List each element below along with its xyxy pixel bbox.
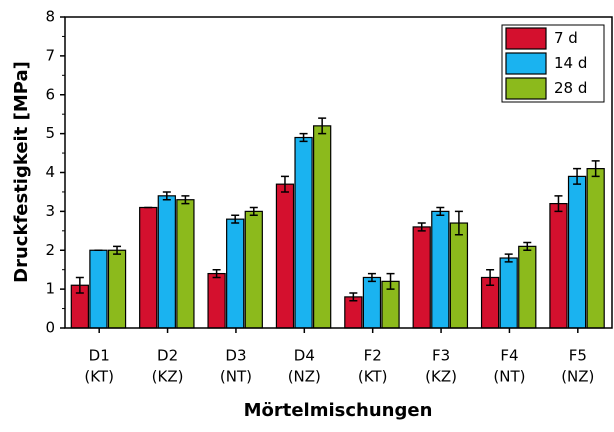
x-tick-label: D4	[294, 347, 315, 365]
error-bar	[113, 245, 122, 255]
x-tick-label: F4	[500, 347, 518, 365]
x-tick-label: (NZ)	[288, 368, 321, 386]
y-tick-label: 5	[45, 124, 55, 142]
x-tick-label: (NT)	[493, 368, 525, 386]
x-tick-label: (KZ)	[152, 368, 184, 386]
error-bar	[386, 272, 395, 290]
error-bar	[367, 272, 376, 283]
bar	[107, 249, 127, 329]
x-tick-label: F2	[364, 347, 382, 365]
error-bar	[349, 292, 358, 302]
bar	[344, 296, 363, 329]
legend-swatch	[505, 27, 547, 50]
plot-frame	[64, 16, 613, 329]
error-bar	[454, 210, 463, 236]
bar	[567, 175, 587, 329]
error-bar	[249, 206, 258, 217]
error-bar	[523, 241, 532, 251]
bar	[226, 218, 245, 329]
legend-label: 14 d	[554, 54, 587, 72]
error-bar	[212, 268, 221, 279]
legend-swatch	[505, 77, 547, 100]
error-bar	[299, 132, 308, 143]
bar	[449, 222, 469, 329]
bar	[207, 272, 226, 329]
error-bar	[318, 117, 327, 135]
error-bar	[486, 268, 495, 286]
y-tick-label: 3	[45, 202, 55, 220]
error-bar	[162, 191, 171, 201]
bar	[431, 210, 450, 329]
y-tick-label: 0	[45, 319, 55, 337]
bar	[313, 125, 332, 329]
x-tick-label: D2	[157, 347, 178, 365]
bar	[157, 195, 176, 329]
error-bar	[231, 214, 240, 224]
bar	[176, 199, 195, 329]
x-tick-label: D3	[225, 347, 246, 365]
legend-label: 7 d	[554, 29, 578, 47]
x-tick-label: (NZ)	[561, 368, 594, 386]
error-bar	[504, 253, 513, 263]
error-bar	[417, 222, 426, 232]
x-tick-label: F3	[432, 347, 450, 365]
bar	[294, 136, 313, 329]
bar	[412, 226, 431, 329]
error-bar	[436, 206, 445, 217]
bar	[499, 257, 518, 329]
y-tick-label: 7	[45, 46, 55, 64]
error-bar	[280, 175, 289, 193]
error-bar	[75, 276, 84, 294]
error-bar	[591, 160, 600, 178]
x-tick-label: (NT)	[220, 368, 252, 386]
x-tick-label: D1	[89, 347, 110, 365]
y-tick-label: 2	[45, 241, 55, 259]
x-tick-label: (KT)	[84, 368, 114, 386]
y-tick-label: 4	[45, 163, 55, 181]
error-bar	[554, 195, 563, 213]
x-tick-label: F5	[569, 347, 587, 365]
legend-label: 28 d	[554, 79, 587, 97]
y-tick-label: 1	[45, 280, 55, 298]
bar	[89, 249, 108, 329]
bar	[586, 168, 605, 329]
legend-swatch	[505, 52, 547, 75]
x-axis-label: Mörtelmischungen	[244, 400, 433, 421]
bar	[549, 203, 568, 329]
y-tick-label: 8	[45, 8, 55, 26]
bar	[275, 183, 295, 329]
x-tick-label: (KZ)	[425, 368, 457, 386]
y-axis-label: Druckfestigkeit [MPa]	[11, 61, 32, 283]
y-tick-label: 6	[45, 85, 55, 103]
bar	[139, 206, 158, 329]
error-bar	[181, 195, 190, 205]
x-tick-label: (KT)	[358, 368, 388, 386]
error-bar	[573, 167, 582, 185]
bar	[362, 276, 382, 329]
bar	[518, 245, 537, 329]
bar	[244, 210, 263, 329]
